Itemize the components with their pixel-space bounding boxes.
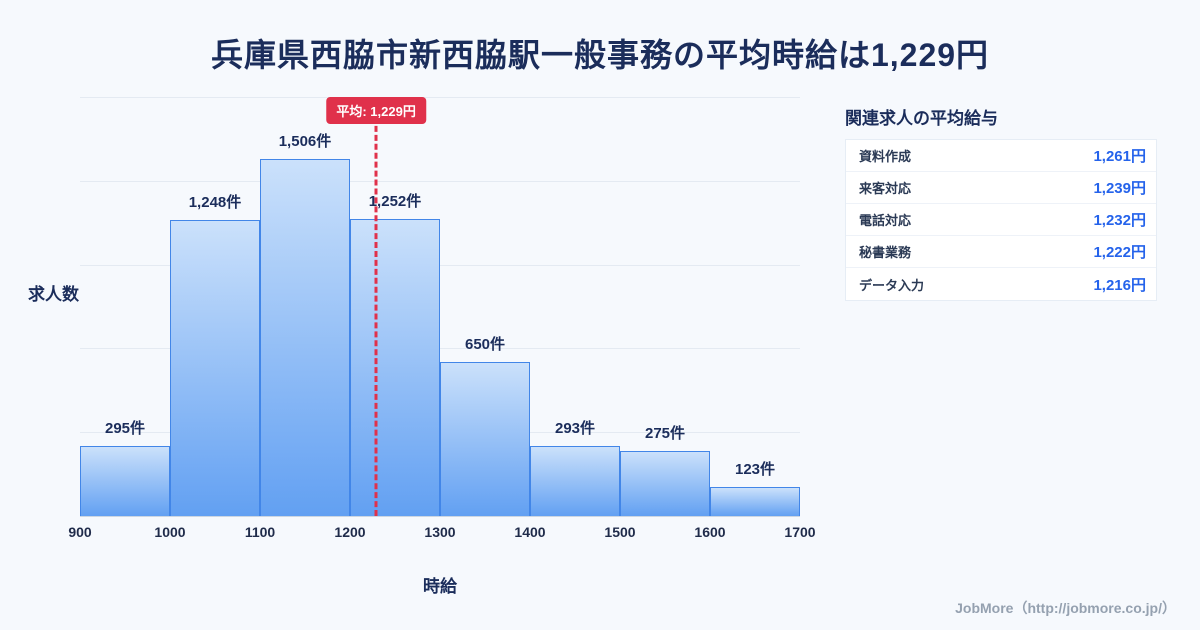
histogram-bar: 1,252件 (350, 97, 440, 516)
bar-value-label: 293件 (554, 420, 596, 437)
x-tick-label: 1400 (514, 524, 546, 540)
page-title: 兵庫県西脇市新西脇駅一般事務の平均時給は1,229円 (210, 37, 990, 73)
bar-rect (80, 446, 170, 516)
bar-value-label: 123件 (734, 461, 776, 478)
related-job-row: データ入力 1,216円 (846, 268, 1156, 300)
gridline (80, 180, 800, 182)
related-job-row: 秘書業務 1,222円 (846, 236, 1156, 268)
gridline (80, 348, 800, 350)
y-axis-label: 求人数 (28, 285, 79, 304)
histogram-bar: 123件 (710, 97, 800, 516)
related-job-label: データ入力 (859, 277, 925, 293)
related-job-label: 資料作成 (859, 149, 912, 164)
related-job-value: 1,261円 (1093, 148, 1146, 165)
bar-rect (260, 159, 350, 516)
x-tick-label: 1000 (154, 524, 186, 540)
histogram-bar: 1,506件 (260, 97, 350, 516)
bar-rect (530, 446, 620, 516)
x-tick-label: 1100 (244, 524, 276, 540)
footer-credit: JobMore（http://jobmore.co.jp/） (955, 600, 1176, 616)
related-job-value: 1,239円 (1093, 180, 1146, 197)
gridline (80, 264, 800, 266)
related-jobs-table: 資料作成 1,261円来客対応 1,239円電話対応 1,232円秘書業務 1,222円… (845, 139, 1157, 301)
x-tick-label: 1200 (334, 524, 366, 540)
bar-value-label: 1,248件 (188, 194, 242, 211)
bar-rect (350, 219, 440, 516)
related-jobs-title: 関連求人の平均給与 (845, 109, 998, 128)
x-tick-label: 900 (68, 524, 92, 540)
related-job-value: 1,222円 (1093, 244, 1146, 261)
x-tick-label: 1500 (604, 524, 636, 540)
related-job-label: 秘書業務 (859, 245, 912, 260)
related-job-row: 資料作成 1,261円 (846, 140, 1156, 172)
histogram-bar: 650件 (440, 97, 530, 516)
bar-value-label: 650件 (464, 336, 506, 353)
related-job-label: 来客対応 (859, 181, 912, 196)
x-tick-label: 1300 (424, 524, 456, 540)
related-job-row: 電話対応 1,232円 (846, 204, 1156, 236)
related-job-row: 来客対応 1,239円 (846, 172, 1156, 204)
histogram-bar: 275件 (620, 97, 710, 516)
plot-area: 295件 1,248件 1,506件 1,252件 650件 293件 275件 123件 平… (80, 97, 800, 517)
x-tick-label: 1600 (694, 524, 726, 540)
bar-value-label: 1,506件 (278, 133, 332, 150)
related-job-label: 電話対応 (859, 213, 912, 228)
bar-value-label: 275件 (644, 425, 686, 442)
gridline (80, 97, 800, 98)
average-line (374, 117, 378, 516)
histogram-bar: 293件 (530, 97, 620, 516)
bar-rect (620, 451, 710, 516)
bar-value-label: 1,252件 (368, 193, 422, 210)
bar-rect (170, 220, 260, 516)
bar-rect (710, 487, 800, 516)
histogram-bar: 295件 (80, 97, 170, 516)
bar-rect (440, 362, 530, 516)
bar-value-label: 295件 (104, 420, 146, 437)
related-job-value: 1,232円 (1093, 212, 1146, 229)
x-tick-label: 1700 (784, 524, 816, 540)
average-badge: 平均: 1,229円 (326, 97, 426, 124)
related-job-value: 1,216円 (1093, 276, 1146, 294)
x-axis-label: 時給 (423, 577, 457, 596)
histogram-bar: 1,248件 (170, 97, 260, 516)
histogram-bars: 295件 1,248件 1,506件 1,252件 650件 293件 275件 123件 (80, 97, 800, 516)
x-axis-ticks: 900 1000 1100 1200 1300 1400 1500 1600 1700 (68, 524, 815, 544)
